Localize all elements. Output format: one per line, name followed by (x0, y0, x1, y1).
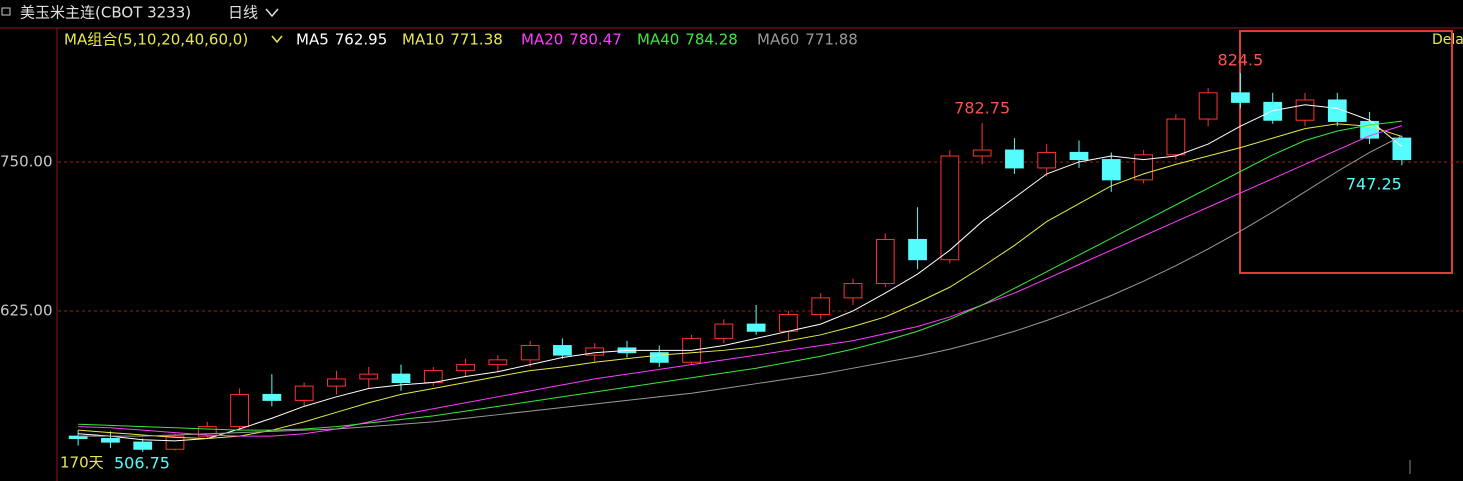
candle-body (553, 345, 572, 356)
candle-body (746, 323, 766, 332)
dropdown-arrow[interactable] (265, 8, 279, 18)
candle-body (875, 238, 895, 285)
dropdown-arrow[interactable] (271, 35, 283, 44)
legend-value: 762.95 (335, 31, 388, 49)
candle-body (294, 385, 314, 401)
candle-body (843, 283, 863, 299)
candle-body (940, 155, 960, 261)
corner-label: Dela (1432, 32, 1463, 48)
candle-body (1134, 154, 1153, 181)
candle-body (359, 373, 379, 380)
legend-name: MA5 (296, 31, 329, 49)
candle-body (1263, 101, 1283, 121)
highlight-box (1239, 30, 1453, 274)
candle-body (1005, 149, 1024, 169)
legend-value: 771.88 (805, 31, 858, 49)
legend-name: MA60 (757, 31, 799, 49)
candle-body (423, 370, 443, 384)
candle-body (779, 314, 798, 332)
candle-body (811, 297, 831, 316)
low-annotation: 506.75 (114, 454, 170, 473)
ma-line (78, 120, 1402, 431)
ma-line (78, 125, 1403, 437)
legend-value: 780.47 (569, 31, 622, 49)
legend-value: 771.38 (450, 31, 503, 49)
candle-body (972, 149, 992, 157)
candle-body (230, 393, 249, 428)
ma-line (78, 104, 1403, 442)
candle-body (649, 352, 669, 363)
candle-body (133, 441, 153, 450)
candle-body (1198, 92, 1218, 120)
legend-name: MA20 (521, 31, 563, 49)
candle-body (585, 347, 605, 356)
high-annotation: 782.75 (954, 98, 1010, 117)
candle-body (520, 345, 540, 361)
candle-body (456, 364, 475, 372)
icon (1, 7, 11, 16)
ma-label[interactable]: MA组合(5,10,20,40,60,0) (64, 31, 248, 49)
candle-body (68, 435, 88, 440)
legend-name: MA10 (402, 31, 444, 49)
y-tick-label: 750.00 (0, 152, 53, 170)
candle-body (165, 435, 185, 450)
candle-body (197, 426, 217, 437)
candle-body (101, 438, 120, 443)
ma-line (78, 135, 1403, 437)
days-label: 170天 (60, 454, 104, 472)
candle-body (1327, 99, 1347, 122)
ma-line (78, 123, 1403, 440)
chart-title: 美玉米主连(CBOT 3233) (20, 4, 191, 22)
candle-body (1037, 151, 1057, 169)
low-annotation: 747.25 (1346, 175, 1402, 194)
legend-name: MA40 (637, 31, 679, 49)
candle-body (327, 378, 346, 387)
candle-body (1069, 151, 1089, 161)
high-annotation: 824.5 (1218, 51, 1264, 70)
candle-body (1231, 92, 1250, 103)
legend-value: 784.28 (685, 31, 738, 49)
candle-body (908, 238, 927, 261)
candle-body (1101, 159, 1121, 181)
candle-body (1295, 99, 1315, 121)
candle-body (262, 393, 282, 401)
candle-body (714, 323, 734, 339)
candle-body (1166, 118, 1186, 156)
period[interactable]: 日线 (228, 4, 258, 22)
candle-body (391, 373, 411, 384)
y-tick-label: 625.00 (0, 301, 53, 319)
candle-body (488, 359, 508, 366)
